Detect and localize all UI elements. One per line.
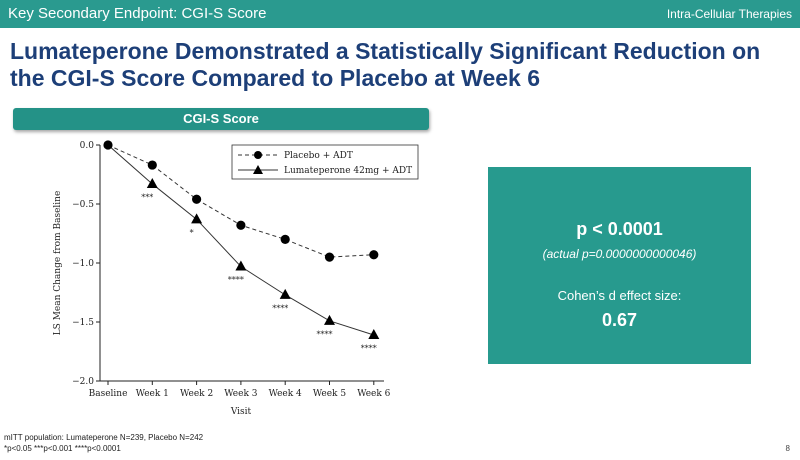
placebo-point [280, 234, 290, 244]
header-bar: Key Secondary Endpoint: CGI-S Score Intr… [0, 0, 800, 28]
significance-label: **** [272, 304, 288, 313]
significance-label: * [190, 228, 194, 237]
footnote-significance: *p<0.05 ***p<0.001 ****p<0.0001 [4, 444, 121, 453]
legend-label-lumateperone: Lumateperone 42mg + ADT [284, 166, 412, 176]
legend-label-placebo: Placebo + ADT [284, 151, 353, 161]
effect-size-value: 0.67 [601, 310, 638, 330]
significance-label: **** [228, 276, 244, 285]
lumateperone-point [191, 213, 203, 224]
placebo-point [103, 140, 113, 150]
brand-label: Intra-Cellular Therapies [666, 7, 792, 21]
placebo-point [324, 252, 335, 262]
stat-box: p < 0.0001 (actual p=0.0000000000046) Co… [488, 167, 751, 364]
x-tick-label: Week 1 [136, 389, 169, 399]
x-tick-label: Week 2 [180, 389, 213, 399]
p-value: p < 0.0001 [576, 219, 663, 239]
lumateperone-point [324, 314, 335, 325]
placebo-point [236, 220, 246, 230]
placebo-point [147, 160, 157, 170]
x-tick-label: Week 4 [269, 389, 302, 399]
placebo-point [192, 194, 202, 204]
x-tick-label: Week 6 [357, 389, 390, 399]
significance-label: **** [317, 330, 333, 339]
section-title: Key Secondary Endpoint: CGI-S Score [8, 5, 267, 22]
significance-label: **** [361, 344, 377, 353]
legend-marker-circle [254, 151, 262, 159]
legend-marker-triangle [253, 165, 263, 174]
cgi-s-line-chart: 0.0 −0.5 −1.0 −1.5 −2.0 Baseline Week 1 Week 2 W… [53, 140, 419, 417]
effect-size-label: Cohen’s d effect size: [557, 288, 682, 303]
y-tick-label: 0.0 [80, 141, 95, 151]
x-tick-label: Week 5 [313, 389, 346, 399]
slide-headline: Lumateperone Demonstrated a Statisticall… [10, 38, 761, 91]
chart-title-pill: CGI-S Score [13, 108, 429, 130]
lumateperone-point [279, 288, 291, 299]
footnote-population: mITT population: Lumateperone N=239, Pla… [4, 433, 204, 442]
y-tick-label: −1.5 [72, 318, 94, 328]
x-tick-label: Week 3 [224, 389, 257, 399]
placebo-point [369, 250, 379, 260]
page-number: 8 [785, 444, 790, 453]
actual-p-value: (actual p=0.0000000000046) [542, 247, 697, 261]
x-tick-label: Baseline [89, 389, 128, 399]
y-axis-title: LS Mean Change from Baseline [53, 191, 63, 336]
x-axis-title: Visit [230, 407, 252, 417]
lumateperone-point [146, 177, 158, 188]
y-tick-label: −1.0 [72, 259, 94, 269]
lumateperone-point [368, 328, 380, 339]
y-tick-label: −2.0 [72, 377, 94, 387]
significance-label: *** [141, 193, 153, 202]
y-tick-label: −0.5 [72, 200, 94, 210]
lumateperone-point [235, 260, 247, 271]
legend-box [231, 144, 419, 180]
